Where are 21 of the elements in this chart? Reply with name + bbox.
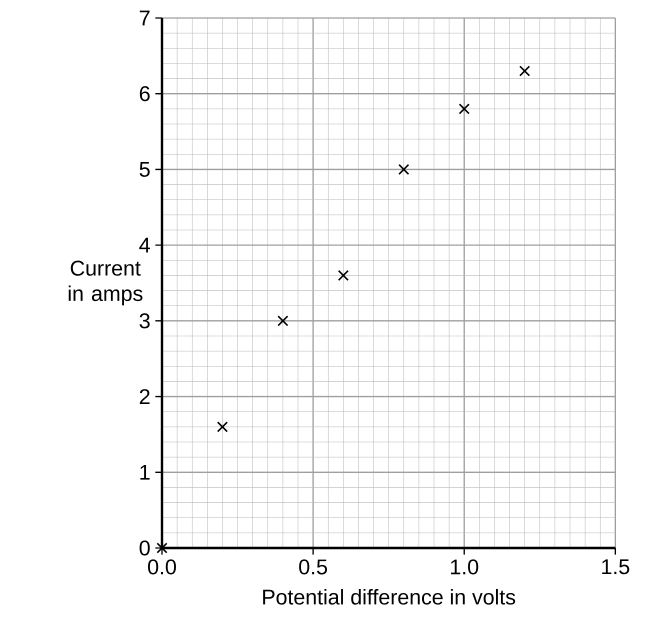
x-axis-title: Potential difference in volts [263,588,516,605]
y-tick-label: 7 [140,10,150,26]
y-tick-label: 2 [140,389,150,404]
y-tick-label: 5 [140,162,150,177]
y-tick-label: 6 [140,86,150,102]
point [519,65,530,77]
point [458,103,470,114]
point [156,542,168,554]
x-tick-label: 0.0 [148,559,176,574]
y-tick-label: 3 [140,313,150,328]
y-axis-title: Current in amps [68,260,142,306]
point [338,270,349,281]
x-tick-label: 1.0 [451,559,478,574]
point [216,421,228,432]
y-tick-label: 4 [139,238,150,252]
x-tick-label: 0.5 [299,559,328,574]
x-tick-label: 1.5 [602,559,630,574]
point [277,315,288,326]
y-tick-label: 0 [140,540,150,556]
point [398,164,410,175]
y-tick-label: 1 [140,464,150,480]
